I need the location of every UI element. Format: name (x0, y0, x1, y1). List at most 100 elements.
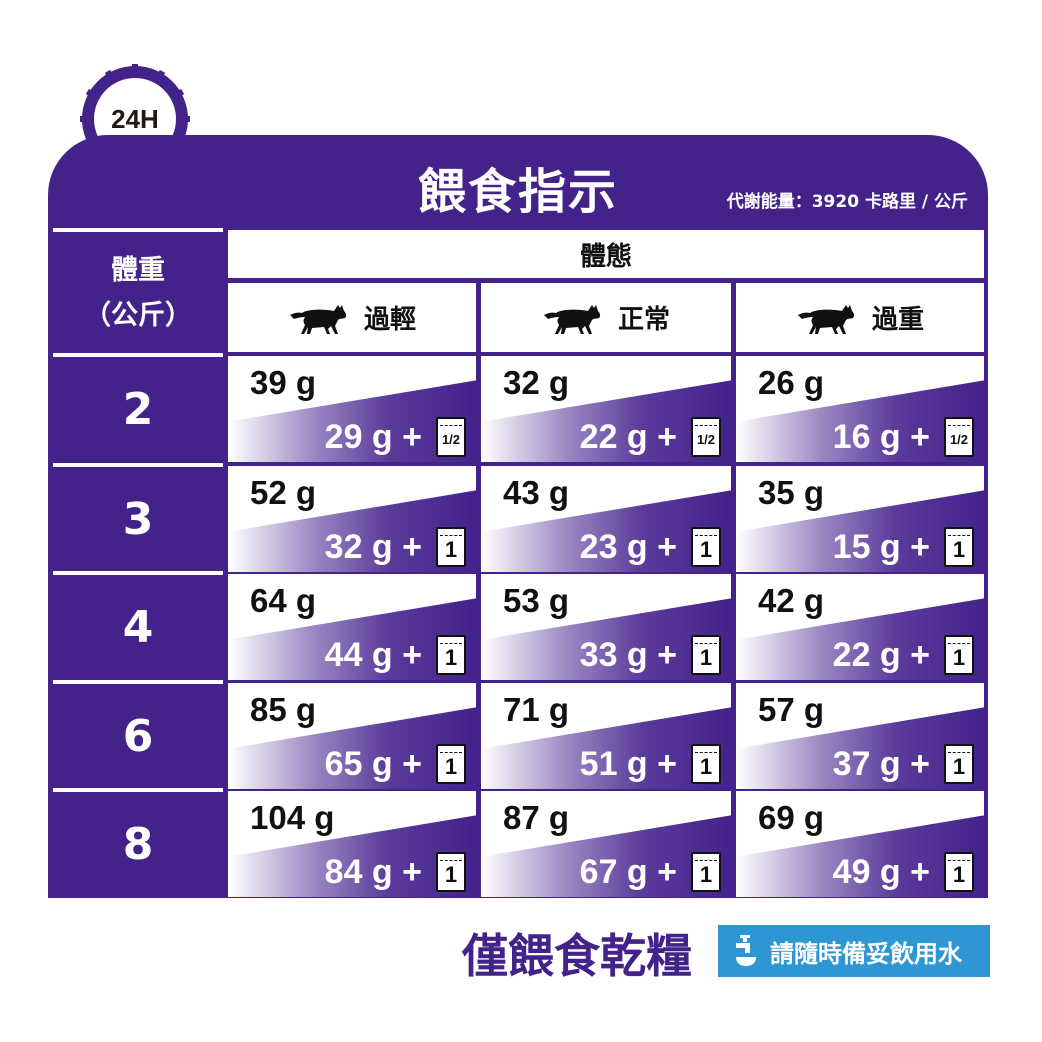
food-pouch-icon: 1 (944, 744, 974, 784)
dry-only-amount: 69 g (758, 799, 825, 836)
food-pouch-icon: 1 (436, 744, 466, 784)
mixed-amount: 16 g + 1/2 (833, 417, 974, 457)
feeding-cell: 32 g 22 g + 1/2 (481, 356, 731, 462)
dry-only-amount: 85 g (250, 691, 317, 728)
weight-value: 4 (122, 601, 154, 653)
clock-tick (104, 69, 117, 84)
feeding-cell: 43 g 23 g + 1 (481, 466, 731, 572)
feeding-cell: 26 g 16 g + 1/2 (736, 356, 984, 462)
clock-tick (170, 88, 185, 101)
mixed-amount: 33 g + 1 (580, 635, 721, 675)
condition-header: 正常 (481, 283, 731, 352)
food-pouch-icon: 1 (691, 527, 721, 567)
mixed-amount: 37 g + 1 (833, 744, 974, 784)
mixed-dry-amount: 23 g + (579, 527, 677, 566)
mixed-amount: 67 g + 1 (580, 852, 721, 892)
dry-only-amount: 64 g (250, 582, 317, 619)
mixed-dry-amount: 44 g + (324, 635, 422, 674)
mixed-amount: 23 g + 1 (580, 527, 721, 567)
mixed-amount: 65 g + 1 (325, 744, 466, 784)
dry-only-amount: 87 g (503, 799, 570, 836)
feeding-cell: 39 g 29 g + 1/2 (228, 356, 476, 462)
food-pouch-icon: 1 (436, 527, 466, 567)
divider (53, 788, 223, 792)
mixed-dry-amount: 37 g + (832, 744, 930, 783)
mixed-amount: 51 g + 1 (580, 744, 721, 784)
condition-label: 正常 (617, 305, 670, 335)
food-pouch-icon: 1 (691, 852, 721, 892)
dry-only-amount: 32 g (503, 364, 570, 401)
feeding-cell: 64 g 44 g + 1 (228, 574, 476, 680)
feeding-cell: 35 g 15 g + 1 (736, 466, 984, 572)
feeding-cell: 53 g 33 g + 1 (481, 574, 731, 680)
clock-tick (132, 64, 138, 76)
mixed-dry-amount: 65 g + (324, 744, 422, 783)
divider (53, 463, 223, 467)
feeding-cell: 52 g 32 g + 1 (228, 466, 476, 572)
dry-only-amount: 26 g (758, 364, 825, 401)
dry-only-amount: 104 g (250, 799, 335, 836)
dry-only-amount: 71 g (503, 691, 570, 728)
weight-value: 6 (122, 710, 154, 762)
feeding-cell: 87 g 67 g + 1 (481, 791, 731, 897)
mixed-amount: 22 g + 1/2 (580, 417, 721, 457)
weight-value: 3 (122, 493, 154, 545)
clock-tick (153, 69, 166, 84)
divider (53, 680, 223, 684)
cat-silhouette-icon (542, 301, 604, 335)
condition-label: 過輕 (363, 305, 416, 335)
water-tap-icon (736, 935, 756, 966)
weight-unit-label: （公斤） (84, 300, 192, 331)
divider (53, 571, 223, 575)
cat-silhouette-icon (796, 301, 858, 335)
feeding-cell: 85 g 65 g + 1 (228, 683, 476, 789)
dry-only-amount: 39 g (250, 364, 317, 401)
dry-only-amount: 53 g (503, 582, 570, 619)
condition-header: 過重 (736, 283, 984, 352)
mixed-dry-amount: 22 g + (579, 417, 677, 456)
food-pouch-icon: 1 (691, 635, 721, 675)
clock-tick (85, 88, 100, 101)
mixed-amount: 32 g + 1 (325, 527, 466, 567)
energy-info: 代謝能量：3920 卡路里 / 公斤 (726, 192, 968, 212)
water-notice: 請隨時備妥飲用水 (718, 925, 990, 977)
dry-food-only-label: 僅餵食乾糧 (462, 929, 692, 983)
food-pouch-icon: 1/2 (944, 417, 974, 457)
mixed-amount: 29 g + 1/2 (325, 417, 466, 457)
mixed-dry-amount: 29 g + (324, 417, 422, 456)
feeding-cell: 42 g 22 g + 1 (736, 574, 984, 680)
water-notice-text: 請隨時備妥飲用水 (770, 939, 962, 968)
dry-only-amount: 43 g (503, 474, 570, 511)
dry-only-amount: 42 g (758, 582, 825, 619)
weight-value: 2 (122, 383, 154, 435)
mixed-amount: 44 g + 1 (325, 635, 466, 675)
food-pouch-icon: 1 (944, 635, 974, 675)
clock-tick (178, 116, 190, 122)
mixed-dry-amount: 84 g + (324, 852, 422, 891)
mixed-dry-amount: 32 g + (324, 527, 422, 566)
feeding-cell: 71 g 51 g + 1 (481, 683, 731, 789)
dry-only-amount: 35 g (758, 474, 825, 511)
mixed-dry-amount: 67 g + (579, 852, 677, 891)
body-condition-header: 體態 (228, 230, 984, 278)
page-title: 餵食指示 (418, 164, 619, 220)
mixed-amount: 22 g + 1 (833, 635, 974, 675)
mixed-amount: 84 g + 1 (325, 852, 466, 892)
mixed-amount: 49 g + 1 (833, 852, 974, 892)
feeding-guide-panel: 餵食指示 代謝能量：3920 卡路里 / 公斤 體重 （公斤） 體態 過輕 正常 過重… (48, 135, 988, 898)
weight-value: 8 (122, 818, 154, 870)
food-pouch-icon: 1 (436, 852, 466, 892)
divider (53, 228, 223, 232)
food-pouch-icon: 1 (944, 852, 974, 892)
feeding-cell: 104 g 84 g + 1 (228, 791, 476, 897)
weight-header-label: 體重 (111, 255, 165, 286)
condition-header: 過輕 (228, 283, 476, 352)
divider (53, 353, 223, 357)
mixed-dry-amount: 22 g + (832, 635, 930, 674)
mixed-dry-amount: 33 g + (579, 635, 677, 674)
dry-only-amount: 57 g (758, 691, 825, 728)
dry-only-amount: 52 g (250, 474, 317, 511)
mixed-dry-amount: 16 g + (832, 417, 930, 456)
mixed-dry-amount: 51 g + (579, 744, 677, 783)
food-pouch-icon: 1 (944, 527, 974, 567)
